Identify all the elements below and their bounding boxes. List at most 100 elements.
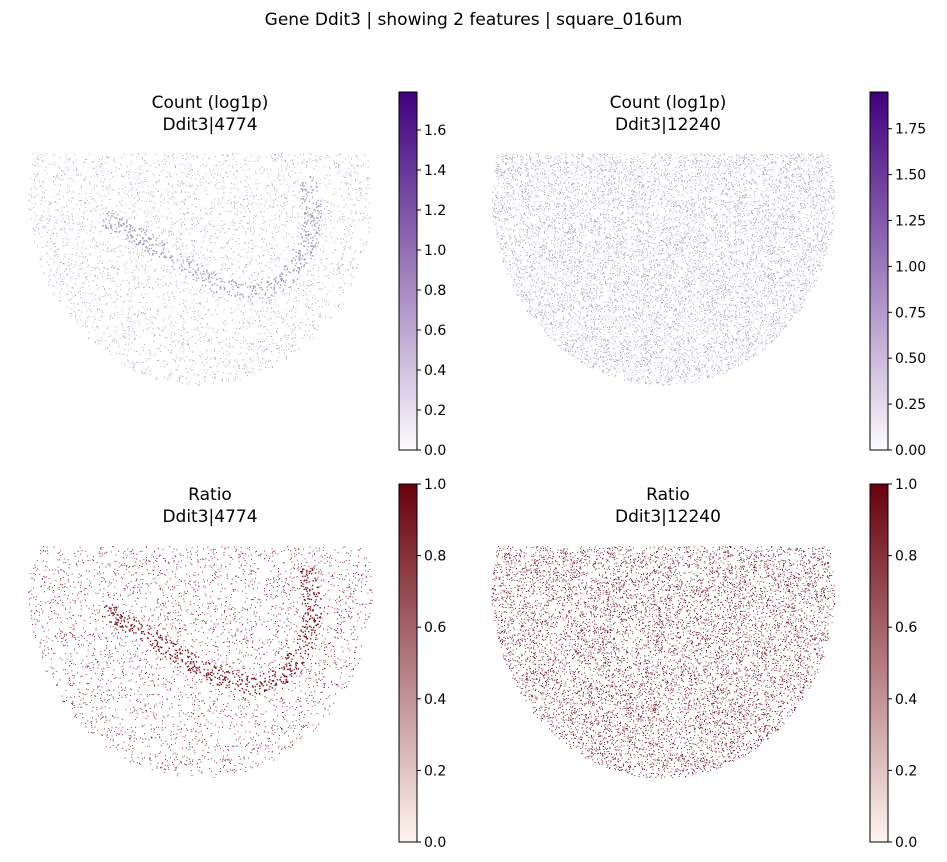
scatter-point [301, 208, 303, 209]
scatter-point [237, 214, 239, 216]
scatter-point [64, 222, 66, 223]
scatter-point [578, 261, 580, 263]
scatter-point [829, 195, 831, 197]
scatter-point [307, 334, 308, 336]
scatter-point [113, 159, 115, 161]
scatter-point [286, 358, 287, 359]
scatter-point [625, 174, 627, 176]
scatter-point [338, 306, 339, 307]
scatter-point [240, 181, 242, 183]
scatter-point [742, 163, 744, 164]
scatter-point [266, 192, 268, 194]
scatter-point [276, 191, 277, 193]
scatter-point [97, 308, 99, 310]
scatter-point [266, 286, 268, 288]
scatter-point [369, 227, 370, 228]
scatter-point [165, 337, 167, 339]
scatter-point [291, 344, 293, 346]
scatter-point [513, 190, 514, 192]
scatter-point [200, 289, 202, 291]
scatter-point [56, 281, 57, 283]
scatter-point [254, 310, 256, 312]
scatter-point [629, 341, 631, 343]
scatter-point [54, 216, 56, 218]
scatter-point [313, 228, 315, 231]
scatter-point [76, 252, 78, 254]
scatter-point [599, 308, 601, 310]
scatter-point [223, 232, 225, 233]
scatter-point [275, 313, 277, 315]
scatter-point [722, 193, 724, 194]
scatter-point [208, 278, 210, 280]
scatter-point [157, 284, 159, 286]
scatter-point [191, 261, 193, 263]
scatter-point [132, 314, 134, 316]
scatter-point [204, 339, 206, 341]
scatter-point [254, 280, 256, 281]
scatter-point [237, 201, 239, 203]
scatter-point [741, 363, 743, 365]
scatter-point [635, 370, 637, 371]
scatter-point [732, 252, 733, 253]
scatter-point [270, 303, 272, 305]
scatter-point [339, 273, 341, 274]
scatter-point [72, 215, 73, 217]
scatter-point [333, 252, 335, 253]
scatter-point [165, 284, 167, 286]
scatter-point [113, 301, 115, 303]
scatter-point [330, 210, 331, 212]
scatter-point [82, 325, 84, 327]
scatter-point [676, 185, 678, 187]
scatter-point [830, 182, 832, 184]
scatter-point [165, 256, 167, 258]
scatter-point [228, 165, 230, 167]
scatter-point [306, 281, 308, 283]
scatter-point [212, 296, 214, 298]
scatter-point [218, 201, 220, 203]
scatter-point [338, 206, 339, 207]
scatter-point [745, 229, 747, 231]
scatter-point [221, 220, 223, 222]
scatter-point [667, 274, 669, 275]
scatter-point [54, 201, 56, 202]
scatter-point [342, 264, 344, 266]
scatter-point [270, 169, 271, 171]
scatter-point [42, 181, 44, 183]
scatter-point [310, 251, 313, 254]
scatter-point [363, 243, 364, 245]
scatter-point [766, 155, 768, 157]
scatter-point [101, 226, 103, 228]
scatter-point [249, 263, 251, 265]
scatter-point [822, 193, 824, 195]
scatter-point [310, 252, 313, 254]
scatter-point [55, 176, 57, 177]
scatter-point [579, 352, 581, 354]
scatter-point [799, 179, 801, 181]
scatter-point [227, 155, 229, 156]
scatter-point [726, 236, 728, 237]
scatter-point [214, 357, 215, 359]
scatter-point [142, 297, 144, 299]
scatter-point [40, 156, 42, 158]
scatter-point [282, 288, 285, 291]
scatter-point [312, 255, 314, 257]
scatter-point [224, 255, 226, 257]
scatter-point [122, 325, 124, 327]
scatter-point [203, 182, 205, 183]
scatter-point [230, 373, 232, 375]
scatter-point [285, 265, 287, 267]
scatter-point [239, 276, 241, 278]
scatter-point [726, 323, 728, 325]
scatter-point [94, 298, 96, 300]
scatter-point [294, 350, 296, 351]
scatter-point [68, 264, 69, 266]
scatter-point [761, 312, 763, 314]
scatter-point [323, 265, 325, 267]
scatter-point [537, 227, 539, 229]
scatter-point [178, 246, 180, 248]
scatter-point [266, 245, 267, 247]
scatter-point [276, 224, 277, 226]
scatter-point [185, 159, 187, 160]
scatter-point [625, 315, 627, 317]
scatter-point [193, 190, 195, 192]
